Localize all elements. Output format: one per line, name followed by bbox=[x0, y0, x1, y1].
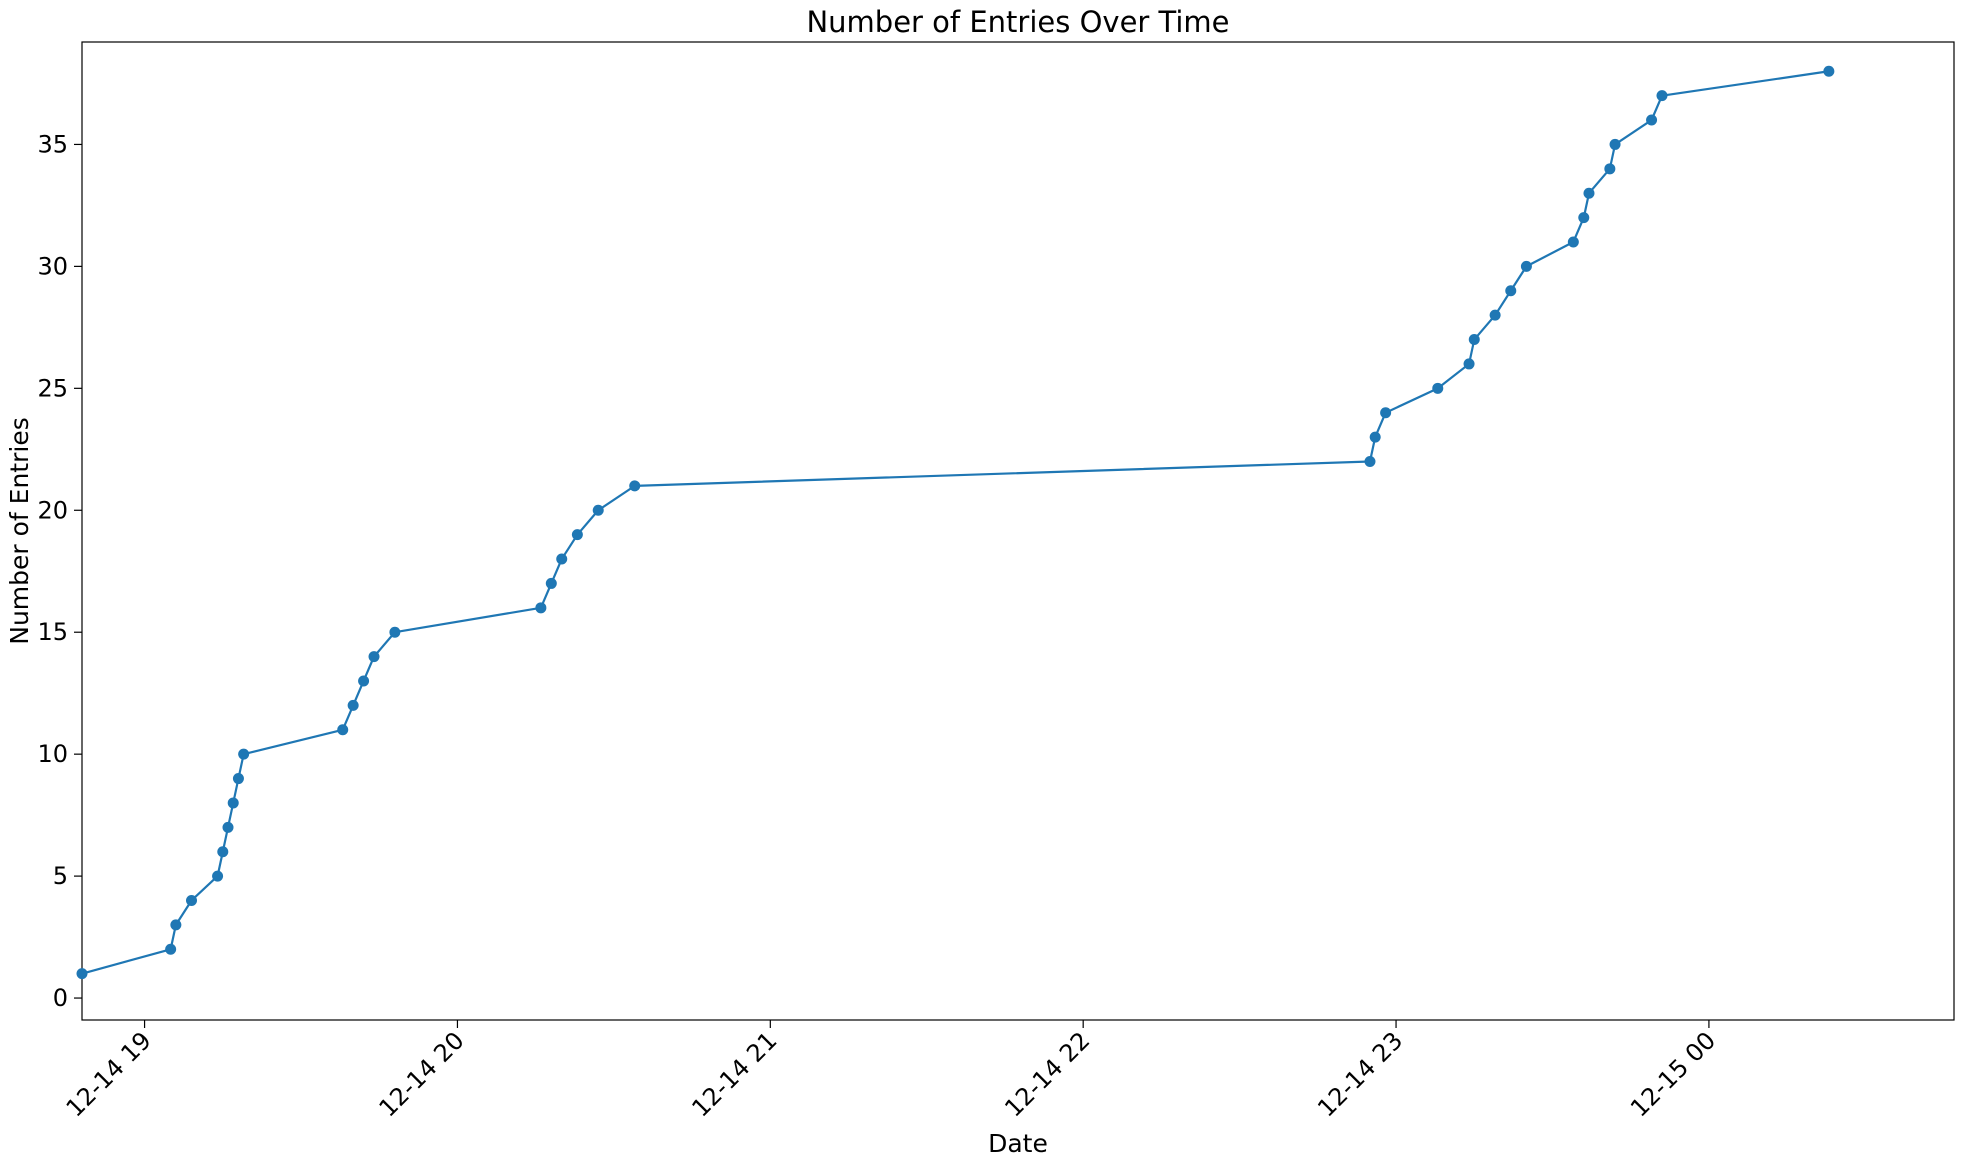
series-line bbox=[81, 70, 1830, 975]
data-point bbox=[1520, 260, 1532, 272]
data-point bbox=[1656, 90, 1668, 102]
series-entries bbox=[76, 65, 1835, 980]
data-point bbox=[1364, 455, 1376, 467]
y-tick-label: 20 bbox=[37, 496, 68, 524]
data-point bbox=[238, 748, 250, 760]
data-point bbox=[1567, 236, 1579, 248]
data-point bbox=[389, 626, 401, 638]
data-point bbox=[1823, 65, 1835, 77]
x-tick-label: 12-14 22 bbox=[999, 1026, 1095, 1122]
y-tick-label: 35 bbox=[37, 130, 68, 158]
data-point bbox=[170, 919, 182, 931]
data-point bbox=[571, 529, 583, 541]
x-tick-label: 12-14 19 bbox=[61, 1026, 157, 1122]
y-tick-label: 0 bbox=[53, 984, 68, 1012]
y-axis-label: Number of Entries bbox=[5, 417, 34, 645]
data-point bbox=[535, 602, 547, 614]
data-point bbox=[232, 773, 244, 785]
y-tick-label: 5 bbox=[53, 862, 68, 890]
data-point bbox=[217, 846, 229, 858]
data-point bbox=[227, 797, 239, 809]
data-point bbox=[556, 553, 568, 565]
data-point bbox=[629, 480, 641, 492]
data-point bbox=[186, 894, 198, 906]
data-point bbox=[1609, 138, 1621, 150]
data-point bbox=[368, 651, 380, 663]
x-tick-label: 12-15 00 bbox=[1625, 1026, 1721, 1122]
data-point bbox=[1380, 407, 1392, 419]
x-tick-label: 12-14 21 bbox=[686, 1026, 782, 1122]
data-point bbox=[1604, 163, 1616, 175]
x-tick-label: 12-14 20 bbox=[374, 1026, 470, 1122]
x-axis: 12-14 19 12-14 20 12-14 21 12-14 22 12-14 23… bbox=[61, 1020, 1721, 1123]
chart-title: Number of Entries Over Time bbox=[806, 5, 1229, 39]
data-point bbox=[545, 577, 557, 589]
data-point bbox=[592, 504, 604, 516]
data-point bbox=[1463, 358, 1475, 370]
plot-area bbox=[81, 41, 1955, 1021]
data-point bbox=[347, 699, 359, 711]
data-point bbox=[1646, 114, 1658, 126]
data-point bbox=[1583, 187, 1595, 199]
data-point bbox=[337, 724, 349, 736]
data-point bbox=[1432, 382, 1444, 394]
x-axis-label: Date bbox=[988, 1129, 1048, 1158]
data-point bbox=[212, 870, 224, 882]
data-point bbox=[1489, 309, 1501, 321]
y-tick-label: 15 bbox=[37, 618, 68, 646]
data-point bbox=[165, 943, 177, 955]
data-point bbox=[222, 821, 234, 833]
data-point bbox=[1505, 285, 1517, 297]
plot-frame bbox=[81, 41, 1955, 1021]
y-tick-label: 30 bbox=[37, 252, 68, 280]
data-point bbox=[1369, 431, 1381, 443]
data-point bbox=[1578, 212, 1590, 224]
y-tick-label: 10 bbox=[37, 740, 68, 768]
x-tick-label: 12-14 23 bbox=[1312, 1026, 1408, 1122]
y-tick-label: 25 bbox=[37, 374, 68, 402]
data-point bbox=[358, 675, 370, 687]
data-point bbox=[1468, 334, 1480, 346]
y-axis: 0 5 10 15 20 25 30 35 bbox=[37, 130, 82, 1012]
data-point bbox=[76, 968, 88, 980]
